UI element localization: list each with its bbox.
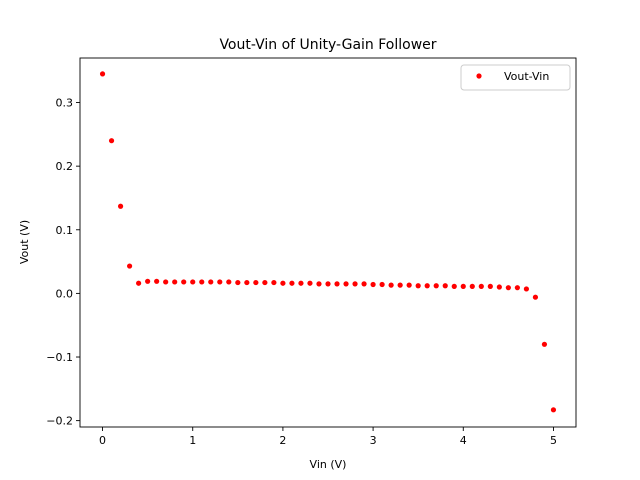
y-axis-label: Vout (V) xyxy=(18,220,31,264)
data-point xyxy=(343,281,349,287)
legend-label: Vout-Vin xyxy=(504,70,549,83)
data-point xyxy=(433,283,439,289)
data-point xyxy=(334,281,340,287)
data-point xyxy=(406,282,412,288)
axes-frame xyxy=(79,57,577,428)
data-point xyxy=(307,280,313,286)
data-point xyxy=(397,282,403,288)
data-point xyxy=(541,341,548,347)
x-tick-label: 4 xyxy=(460,434,467,447)
data-point xyxy=(523,286,530,292)
x-tick-label: 5 xyxy=(550,434,557,447)
x-tick-label: 1 xyxy=(189,434,196,447)
data-point xyxy=(199,279,205,285)
data-point xyxy=(172,279,178,285)
data-point xyxy=(316,281,322,287)
data-point xyxy=(244,279,250,286)
data-point xyxy=(451,283,457,289)
data-point xyxy=(117,203,124,209)
data-point xyxy=(298,280,304,286)
data-point xyxy=(442,283,448,289)
data-point xyxy=(217,279,223,285)
y-tick-label: 0.0 xyxy=(56,287,74,300)
chart-title: Vout-Vin of Unity-Gain Follower xyxy=(219,37,436,53)
data-point xyxy=(136,280,142,286)
data-point xyxy=(108,138,115,144)
x-tick-label: 2 xyxy=(279,434,286,447)
legend-box xyxy=(460,64,571,91)
data-point xyxy=(235,279,241,286)
data-point xyxy=(226,279,232,285)
data-point xyxy=(154,278,160,284)
x-tick-label: 0 xyxy=(99,434,106,447)
data-point xyxy=(280,280,286,286)
data-point xyxy=(352,281,358,287)
legend-marker xyxy=(476,73,482,79)
x-axis-label: Vin (V) xyxy=(310,458,347,471)
data-point xyxy=(496,284,502,290)
data-point xyxy=(487,283,493,289)
data-point xyxy=(145,278,151,284)
y-tick-label: 0.3 xyxy=(56,97,74,110)
data-point xyxy=(478,283,484,289)
data-point xyxy=(262,279,268,286)
data-point xyxy=(469,283,475,289)
data-point xyxy=(379,281,385,288)
x-tick-label: 3 xyxy=(370,434,377,447)
plot-area xyxy=(79,57,577,428)
data-point xyxy=(127,263,133,269)
data-point xyxy=(190,279,196,285)
data-point xyxy=(388,282,394,288)
data-point xyxy=(370,281,376,288)
data-point xyxy=(460,283,466,289)
data-point xyxy=(163,279,169,285)
data-point xyxy=(361,281,367,287)
data-point xyxy=(208,279,214,285)
data-point xyxy=(271,279,277,286)
y-tick-label: 0.2 xyxy=(56,160,74,173)
y-tick-label: −0.2 xyxy=(46,415,73,428)
data-point xyxy=(424,283,430,289)
data-point xyxy=(99,71,106,77)
data-point xyxy=(514,285,520,291)
data-point xyxy=(505,285,511,291)
data-point xyxy=(550,407,557,413)
axis-ticks: 0 1 2 3 4 5 −0.2 −0.1 0.0 0.1 0.2 0.3 xyxy=(46,97,557,447)
data-point xyxy=(325,281,331,287)
legend: Vout-Vin xyxy=(460,64,571,91)
data-point xyxy=(532,294,539,300)
y-tick-label: 0.1 xyxy=(56,224,74,237)
data-point xyxy=(415,283,421,289)
data-point xyxy=(253,279,259,286)
data-point xyxy=(289,280,295,286)
y-tick-label: −0.1 xyxy=(46,351,73,364)
data-point xyxy=(181,279,187,285)
